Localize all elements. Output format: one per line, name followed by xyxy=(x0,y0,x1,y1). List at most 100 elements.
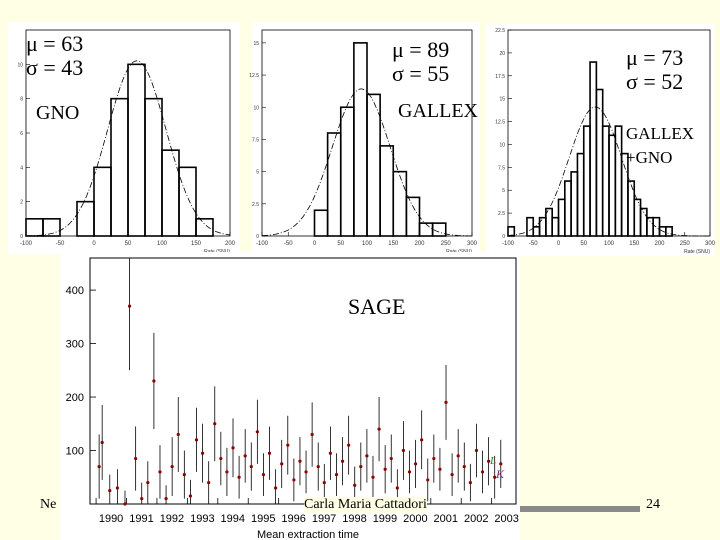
histogram-bar xyxy=(379,145,395,237)
x-tick-label: 1999 xyxy=(373,513,397,525)
x-tick-label: 100 xyxy=(604,241,615,247)
data-point xyxy=(255,430,259,434)
sage-timeseries: 100 200 300 400 1990 1991 1992 1993 1994 1995 1996… xyxy=(66,257,519,540)
x-tick-label: 1996 xyxy=(281,513,305,525)
data-point xyxy=(340,459,345,463)
gno-label: GNO xyxy=(36,102,80,124)
x-tick-label: 300 xyxy=(705,241,716,247)
data-point xyxy=(487,459,491,463)
data-point xyxy=(493,475,497,479)
data-point xyxy=(347,443,351,447)
data-point xyxy=(474,448,479,453)
y-tick-label: 2.5 xyxy=(252,202,259,208)
x-tick-label: 150 xyxy=(388,241,399,247)
histogram-bar xyxy=(652,216,661,237)
data-point xyxy=(444,400,448,404)
data-point xyxy=(127,304,132,308)
data-point xyxy=(243,454,247,458)
x-tick-label: 1995 xyxy=(251,513,275,525)
x-tick-label: -100 xyxy=(20,241,33,247)
histogram-bar xyxy=(93,166,112,237)
histogram-bar xyxy=(551,216,560,237)
data-point xyxy=(164,497,168,501)
histogram-bar xyxy=(127,63,146,237)
combined-histogram-panel: -100 -50 0 50 100 150 200 250 300 0 2.5 5 7.5 10 12.5 1… xyxy=(486,24,716,256)
data-point xyxy=(353,483,357,487)
x-tick-label: 1991 xyxy=(129,513,153,525)
data-point xyxy=(371,475,375,479)
histogram-bar xyxy=(595,88,604,237)
data-point xyxy=(286,443,290,447)
histogram-bar xyxy=(564,180,572,237)
data-point xyxy=(237,475,241,479)
x-tick-label: 1993 xyxy=(190,513,214,525)
data-point xyxy=(310,432,314,437)
y-tick-label: 22.5 xyxy=(495,28,505,34)
x-tick-label: 200 xyxy=(654,241,665,247)
x-tick-label: 0 xyxy=(313,241,317,247)
x-tick-label: 250 xyxy=(441,241,452,247)
gaussian-fit-curve xyxy=(25,60,231,237)
histogram-bar xyxy=(76,200,95,237)
histogram-bar xyxy=(42,218,61,237)
y-tick-label: 12.5 xyxy=(495,120,505,126)
histogram-bar xyxy=(576,152,585,237)
histogram-bar xyxy=(589,61,598,237)
data-point xyxy=(231,446,235,450)
data-point xyxy=(462,464,466,469)
gallex-label: GALLEX xyxy=(398,100,478,122)
data-point xyxy=(280,462,284,466)
data-point xyxy=(420,438,424,442)
x-tick-label: 200 xyxy=(414,241,425,247)
histogram-bar xyxy=(144,97,163,237)
data-point xyxy=(194,438,199,442)
gallex-sigma: σ = 55 xyxy=(392,61,450,86)
data-point xyxy=(401,448,406,453)
x-tick-label: 1994 xyxy=(221,513,245,525)
histogram-bar xyxy=(601,125,610,237)
data-point xyxy=(407,470,412,474)
data-point xyxy=(134,456,138,461)
data-point xyxy=(140,497,144,501)
data-point xyxy=(261,472,266,477)
histogram-bar xyxy=(582,125,591,237)
histogram-bar xyxy=(614,125,623,237)
data-point xyxy=(438,467,442,471)
gallex-histogram-panel: -100 -50 0 50 100 150 200 250 300 0 2.5 5 7.5 10 12.5 1… xyxy=(249,22,480,255)
x-tick-label: -50 xyxy=(284,241,293,247)
svg-text:K: K xyxy=(495,467,505,481)
y-tick-label: 17.5 xyxy=(495,74,505,80)
footer-left-text: Ne xyxy=(40,497,57,512)
y-tick-label: 2 xyxy=(20,200,23,206)
x-tick-label: -50 xyxy=(56,241,65,247)
logo-icon: L K xyxy=(486,452,520,482)
data-point xyxy=(298,459,302,463)
data-point xyxy=(267,451,272,455)
x-tick-label: -100 xyxy=(502,241,515,247)
y-tick-label: 100 xyxy=(66,446,84,458)
data-point xyxy=(383,467,387,471)
data-point xyxy=(123,502,127,506)
data-point xyxy=(158,470,162,474)
x-tick-label: 2002 xyxy=(464,513,488,525)
histogram-bar xyxy=(366,93,381,237)
data-point xyxy=(359,464,363,469)
x-tick-label: 0 xyxy=(92,241,96,247)
y-tick-label: 5 xyxy=(502,188,505,194)
x-axis-label: Mean extraction time xyxy=(257,529,359,540)
data-point xyxy=(480,470,485,474)
gallex-mu: μ = 89 xyxy=(392,37,450,62)
data-point xyxy=(97,464,101,469)
combined-sigma: σ = 52 xyxy=(626,69,684,94)
histogram-bar xyxy=(532,226,541,237)
histogram-bar xyxy=(538,216,547,237)
x-tick-label: 50 xyxy=(337,241,344,247)
y-tick-label: 5 xyxy=(256,170,259,176)
data-point xyxy=(365,454,369,458)
data-point xyxy=(334,472,339,477)
x-tick-label: 1992 xyxy=(160,513,184,525)
data-point xyxy=(377,427,381,431)
x-tick-label: 200 xyxy=(225,241,236,247)
y-tick-label: 15 xyxy=(253,41,259,47)
histogram-bar xyxy=(627,180,636,237)
